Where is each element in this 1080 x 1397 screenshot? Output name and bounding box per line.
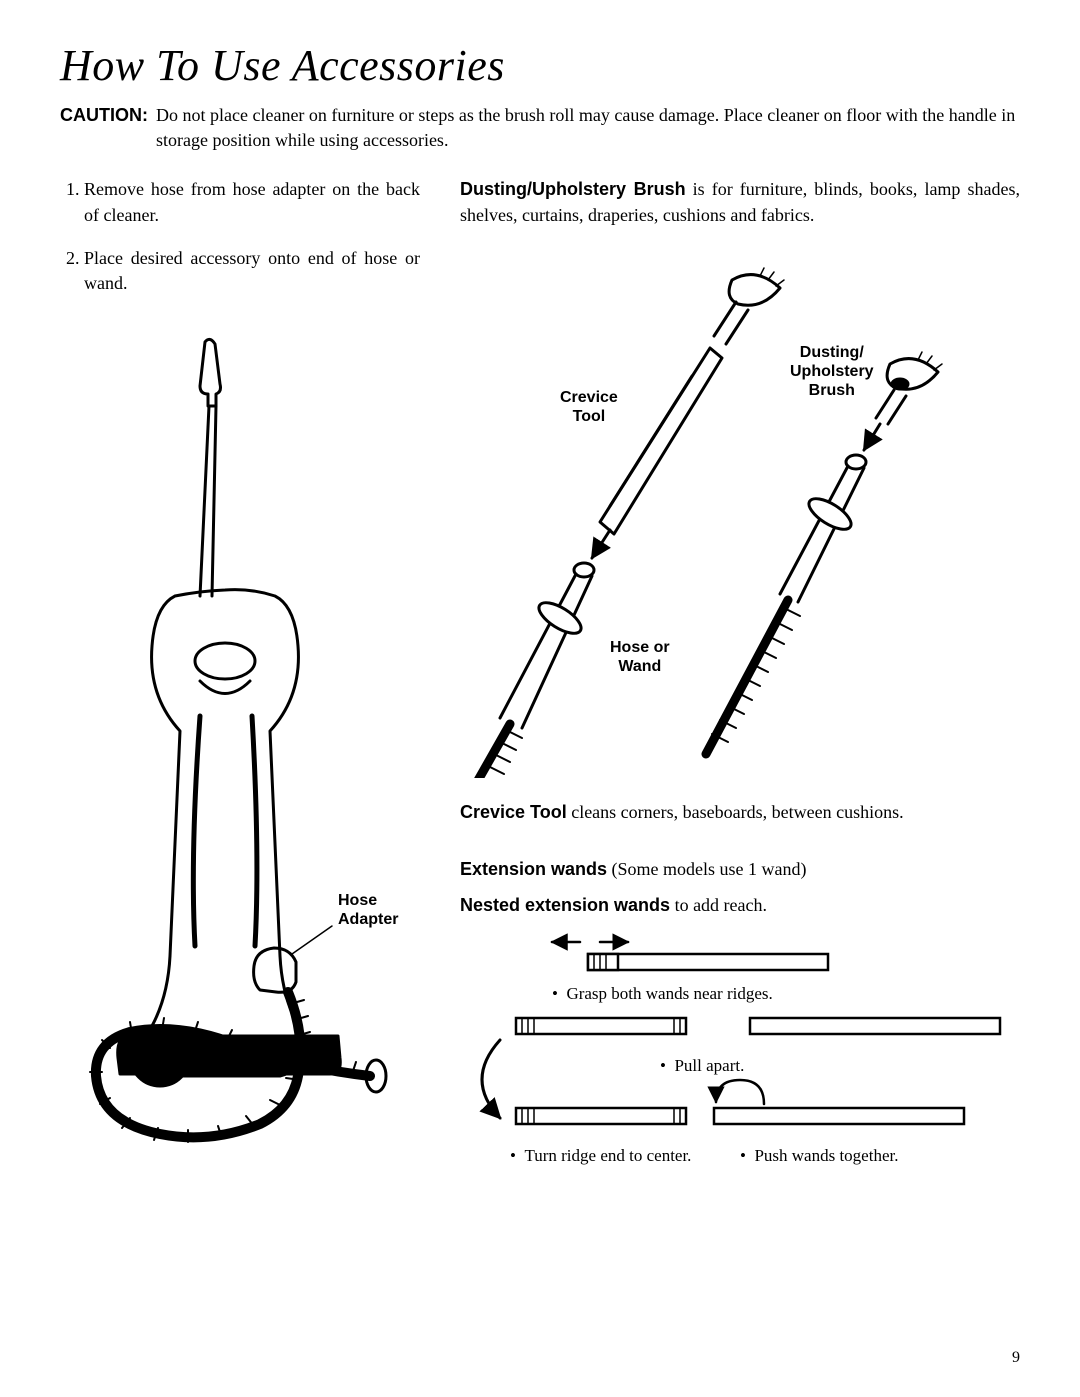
turn-text: Turn ridge end to center. — [524, 1146, 691, 1165]
crevice-rest: cleans corners, baseboards, between cush… — [567, 802, 904, 822]
caution-label: CAUTION: — [60, 103, 150, 153]
step-item: Place desired accessory onto end of hose… — [84, 246, 420, 296]
ext-rest: (Some models use 1 wand) — [607, 859, 806, 879]
grasp-bullet: • Grasp both wands near ridges. — [552, 984, 773, 1004]
right-column: Dusting/Upholstery Brush is for furnitur… — [460, 177, 1020, 1190]
accessory-figure: Crevice Tool Dusting/ Upholstery Brush H… — [460, 258, 1000, 778]
lower-text-block: Crevice Tool cleans corners, baseboards,… — [460, 798, 1020, 920]
wand-steps-figure: • Grasp both wands near ridges. • Pull a… — [460, 930, 1020, 1190]
crevice-desc: Crevice Tool cleans corners, baseboards,… — [460, 798, 1020, 827]
crevice-lead: Crevice Tool — [460, 802, 567, 822]
push-text: Push wands together. — [754, 1146, 898, 1165]
caution-text: Do not place cleaner on furniture or ste… — [156, 103, 1020, 153]
dusting-intro: Dusting/Upholstery Brush is for furnitur… — [460, 177, 1020, 227]
hose-wand-label: Hose or Wand — [610, 638, 670, 676]
pull-bullet: • Pull apart. — [660, 1056, 744, 1076]
nested-lead: Nested extension wands — [460, 895, 670, 915]
turn-bullet: • Turn ridge end to center. — [510, 1146, 691, 1166]
nested-wands-line: Nested extension wands to add reach. — [460, 891, 1020, 920]
ext-lead: Extension wands — [460, 859, 607, 879]
vacuum-svg — [60, 336, 420, 1156]
grasp-text: Grasp both wands near ridges. — [566, 984, 772, 1003]
caution-block: CAUTION: Do not place cleaner on furnitu… — [60, 103, 1020, 153]
left-column: Remove hose from hose adapter on the bac… — [60, 177, 420, 1190]
accessory-svg — [460, 258, 1000, 778]
extension-wands-line: Extension wands (Some models use 1 wand) — [460, 855, 1020, 884]
push-bullet: • Push wands together. — [740, 1146, 898, 1166]
content-columns: Remove hose from hose adapter on the bac… — [60, 177, 1020, 1190]
hose-adapter-label: Hose Adapter — [338, 891, 398, 929]
vacuum-figure: Hose Adapter — [60, 336, 420, 1156]
steps-list: Remove hose from hose adapter on the bac… — [84, 177, 420, 296]
dusting-brush-label: Dusting/ Upholstery Brush — [790, 343, 874, 401]
step-item: Remove hose from hose adapter on the bac… — [84, 177, 420, 227]
crevice-tool-label: Crevice Tool — [560, 388, 618, 426]
page-title: How To Use Accessories — [60, 40, 1020, 91]
pull-text: Pull apart. — [674, 1056, 744, 1075]
nested-rest: to add reach. — [670, 895, 767, 915]
dusting-lead: Dusting/Upholstery Brush — [460, 179, 686, 199]
page-number: 9 — [1012, 1349, 1020, 1367]
